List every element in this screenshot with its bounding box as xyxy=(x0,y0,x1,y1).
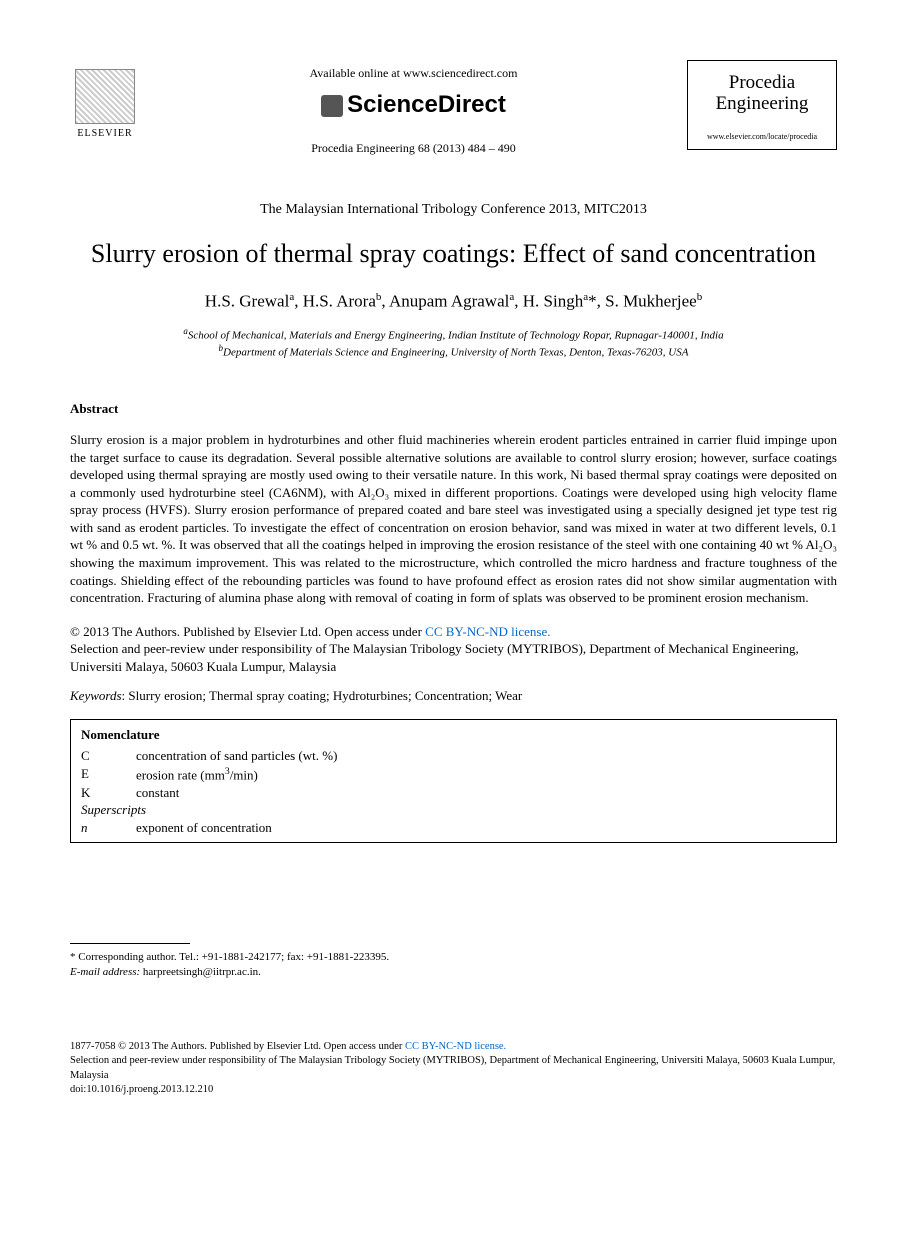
page-header: ELSEVIER Available online at www.science… xyxy=(70,60,837,156)
nomenclature-row: Eerosion rate (mm3/min) xyxy=(81,765,826,784)
footer-copyright: 1877-7058 © 2013 The Authors. Published … xyxy=(70,1040,837,1097)
journal-box-url: www.elsevier.com/locate/procedia xyxy=(707,132,817,143)
abstract-heading: Abstract xyxy=(70,400,837,418)
available-online-text: Available online at www.sciencedirect.co… xyxy=(140,65,687,81)
corresponding-author-footnote: * Corresponding author. Tel.: +91-1881-2… xyxy=(70,950,837,980)
authors-list: H.S. Grewala, H.S. Arorab, Anupam Agrawa… xyxy=(70,290,837,314)
elsevier-label: ELSEVIER xyxy=(77,127,132,141)
keywords: Keywords: Slurry erosion; Thermal spray … xyxy=(70,687,837,705)
footnote-rule xyxy=(70,943,190,944)
nomenclature-desc: constant xyxy=(136,784,826,802)
keywords-label: Keywords xyxy=(70,688,122,703)
nomenclature-symbol: K xyxy=(81,784,136,802)
nomenclature-symbol: E xyxy=(81,765,136,784)
nomenclature-desc: erosion rate (mm3/min) xyxy=(136,765,826,784)
nomenclature-desc: exponent of concentration xyxy=(136,819,826,837)
affiliation-b: bDepartment of Materials Science and Eng… xyxy=(70,343,837,360)
keywords-text: : Slurry erosion; Thermal spray coating;… xyxy=(122,688,523,703)
footer-cc-link[interactable]: CC BY-NC-ND license. xyxy=(405,1041,506,1052)
footer-peer-review: Selection and peer-review under responsi… xyxy=(70,1055,835,1080)
affiliation-a: aSchool of Mechanical, Materials and Ene… xyxy=(70,326,837,343)
nomenclature-row: nexponent of concentration xyxy=(81,819,826,837)
nomenclature-symbol: C xyxy=(81,747,136,765)
conference-name: The Malaysian International Tribology Co… xyxy=(70,201,837,220)
nomenclature-box: Nomenclature Cconcentration of sand part… xyxy=(70,719,837,844)
paper-title: Slurry erosion of thermal spray coatings… xyxy=(70,238,837,271)
footer-doi: doi:10.1016/j.proeng.2013.12.210 xyxy=(70,1084,213,1095)
copyright-line2: Selection and peer-review under responsi… xyxy=(70,641,799,674)
nomenclature-desc: concentration of sand particles (wt. %) xyxy=(136,747,826,765)
elsevier-tree-icon xyxy=(75,69,135,124)
footer-open-access: Open access under xyxy=(324,1041,405,1052)
footer-issn: 1877-7058 © 2013 The Authors. Published … xyxy=(70,1041,324,1052)
journal-box: Procedia Engineering www.elsevier.com/lo… xyxy=(687,60,837,150)
journal-box-title: Procedia Engineering xyxy=(694,73,830,115)
corresponding-author: * Corresponding author. Tel.: +91-1881-2… xyxy=(70,950,837,965)
copyright-block: © 2013 The Authors. Published by Elsevie… xyxy=(70,623,837,676)
nomenclature-section: Superscripts xyxy=(81,801,826,819)
email-line: E-mail address: harpreetsingh@iitrpr.ac.… xyxy=(70,965,837,980)
affiliations: aSchool of Mechanical, Materials and Ene… xyxy=(70,326,837,360)
journal-reference: Procedia Engineering 68 (2013) 484 – 490 xyxy=(140,140,687,156)
open-access-text: Open access under xyxy=(324,624,425,639)
abstract-text: Slurry erosion is a major problem in hyd… xyxy=(70,431,837,606)
nomenclature-title: Nomenclature xyxy=(81,726,826,744)
email-label: E-mail address: xyxy=(70,966,140,978)
copyright-line1: © 2013 The Authors. Published by Elsevie… xyxy=(70,624,324,639)
nomenclature-row: Kconstant xyxy=(81,784,826,802)
cc-license-link[interactable]: CC BY-NC-ND license. xyxy=(425,624,550,639)
center-header: Available online at www.sciencedirect.co… xyxy=(140,60,687,156)
nomenclature-symbol: n xyxy=(81,819,136,837)
email-address: harpreetsingh@iitrpr.ac.in. xyxy=(140,966,261,978)
sciencedirect-logo: ScienceDirect xyxy=(140,89,687,121)
elsevier-logo: ELSEVIER xyxy=(70,60,140,140)
nomenclature-row: Cconcentration of sand particles (wt. %) xyxy=(81,747,826,765)
